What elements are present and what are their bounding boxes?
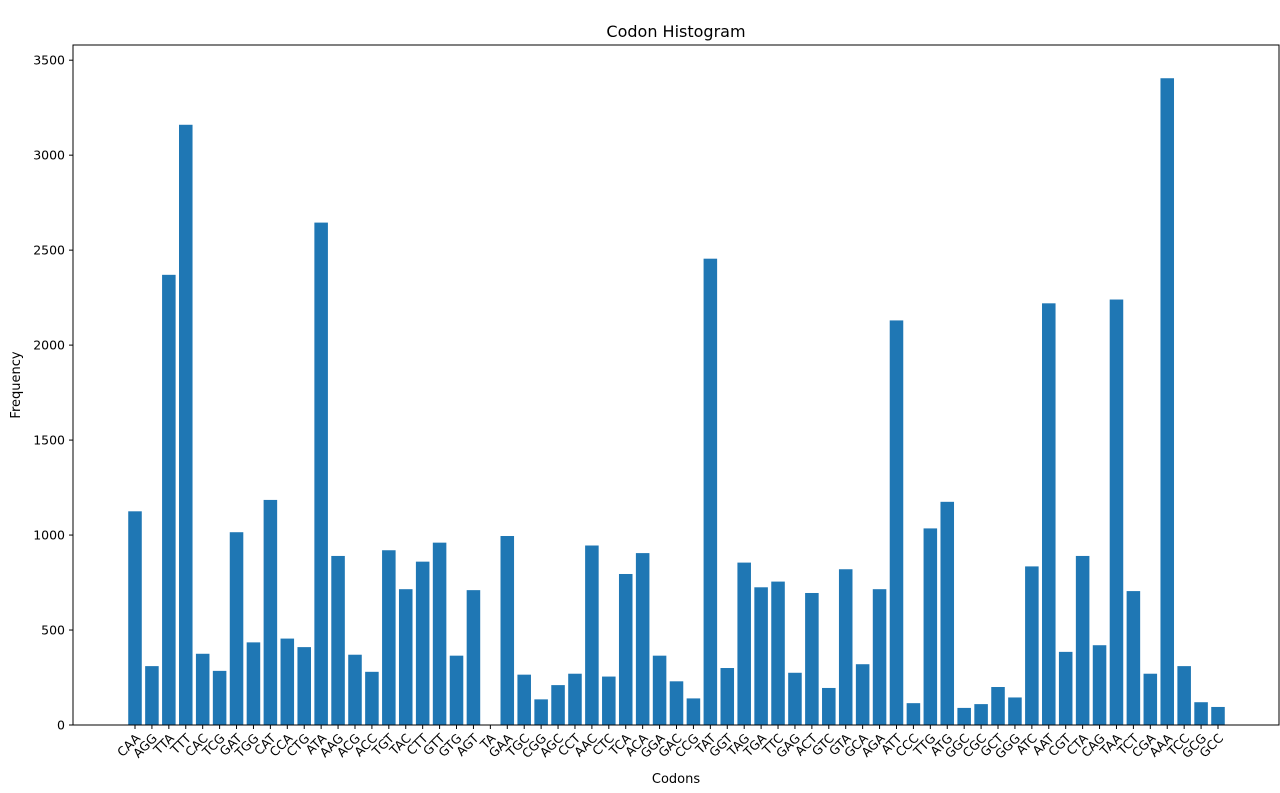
chart-title: Codon Histogram (606, 22, 745, 41)
y-tick-label: 3000 (33, 148, 65, 163)
bar-tca (618, 573, 633, 725)
bar-cct (568, 673, 582, 725)
bar-cta (1075, 555, 1090, 725)
bar-gaa (500, 536, 515, 725)
bar-cgg (534, 699, 548, 725)
bar-ttt (179, 124, 193, 725)
y-tick-label: 2000 (33, 338, 65, 353)
bar-aca (635, 553, 650, 725)
plot-frame (72, 44, 1280, 726)
bar-aac (585, 545, 599, 725)
bar-gag (788, 672, 802, 725)
bar-tga (754, 587, 768, 725)
bar-aaa (1160, 78, 1175, 726)
bar-ggt (720, 668, 735, 725)
bar-ata (314, 222, 328, 725)
bar-tcg (212, 670, 227, 725)
bar-ttc (771, 581, 785, 725)
bar-ggc (957, 707, 971, 725)
bar-cag (1092, 645, 1107, 725)
y-axis-ticks: 0 500 1000 1500 2000 2500 3000 3500 (33, 53, 73, 733)
bar-tac (398, 589, 413, 725)
bar-gac (669, 681, 684, 725)
bar-cga (1143, 673, 1158, 725)
y-axis-label: Frequency (9, 351, 24, 418)
bar-act (805, 592, 819, 725)
bars-group (128, 78, 1225, 726)
bar-gta (838, 569, 853, 725)
bar-atc (1025, 566, 1039, 725)
bar-acc (365, 671, 379, 725)
bar-gcg (1194, 702, 1208, 725)
bar-tct (1126, 591, 1141, 725)
x-axis-label: Codons (652, 772, 700, 787)
bar-agt (466, 590, 481, 725)
bar-ttg (923, 528, 938, 725)
bar-agg (145, 666, 159, 725)
bar-tgc (517, 674, 531, 725)
bar-ctc (602, 676, 616, 725)
bar-aga (872, 589, 887, 725)
bar-gtg (449, 655, 464, 725)
bar-tgg (246, 642, 261, 725)
bar-tag (737, 562, 751, 725)
bar-gtt (432, 542, 447, 725)
bar-atg (940, 501, 955, 725)
bar-gcc (1211, 706, 1225, 725)
bar-cgc (974, 704, 988, 725)
bar-caa (128, 511, 142, 725)
bar-gca (855, 664, 870, 725)
y-tick-label: 2500 (33, 243, 65, 258)
bar-agc (551, 685, 565, 725)
bar-tgt (382, 550, 396, 725)
bar-cca (280, 638, 295, 725)
bar-gat (229, 532, 244, 725)
bar-ctt (415, 561, 430, 725)
y-tick-label: 1000 (33, 528, 65, 543)
bar-ctg (297, 647, 311, 725)
bar-tcc (1177, 666, 1191, 725)
bar-cgt (1058, 651, 1073, 725)
bar-tta (162, 274, 176, 725)
bar-att (889, 320, 904, 725)
bar-gct (991, 687, 1005, 725)
y-tick-label: 500 (41, 623, 65, 638)
bar-ccc (906, 703, 921, 725)
bar-cac (195, 653, 210, 725)
y-tick-label: 3500 (33, 53, 65, 68)
bar-cat (263, 499, 278, 725)
bar-aag (331, 555, 345, 725)
bar-tat (703, 258, 718, 725)
bar-acg (348, 654, 362, 725)
bar-aat (1042, 303, 1056, 725)
bar-taa (1109, 299, 1124, 725)
bar-gga (652, 655, 667, 725)
bar-ggg (1008, 697, 1022, 725)
x-axis-ticks: CAAAGGTTATTTCACTCGGATTGGCATCCACTGATAAAGA… (114, 725, 1226, 762)
bar-ccg (686, 698, 701, 725)
y-tick-label: 0 (57, 718, 65, 733)
bar-gtc (822, 687, 836, 725)
y-tick-label: 1500 (33, 433, 65, 448)
